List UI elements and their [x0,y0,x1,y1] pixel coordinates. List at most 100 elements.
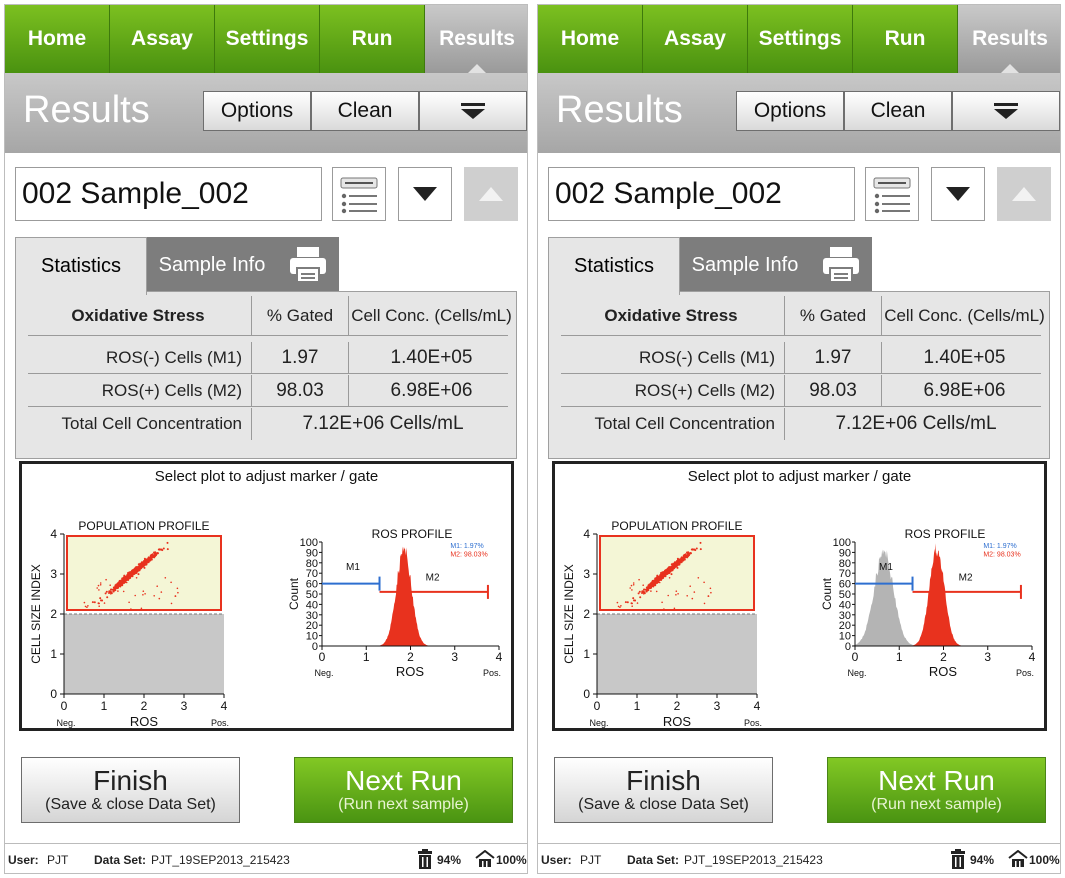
options-button[interactable]: Options [203,91,311,131]
tab-run[interactable]: Run [853,5,958,73]
cell-point [129,574,131,577]
cell-point [144,562,147,565]
print-button[interactable] [810,237,872,293]
clean-button[interactable]: Clean [311,91,419,131]
cell-point [112,588,115,591]
cell-point [697,577,700,579]
next-run-button[interactable]: Next Run (Run next sample) [827,757,1046,823]
cell-point [649,587,652,590]
population-profile-plot[interactable]: POPULATION PROFILE 0 1 2 3 4 0 1 2 3 4 CELL SIZE IN… [24,484,254,729]
cell-point [122,590,125,593]
previous-sample-button[interactable] [997,167,1051,221]
tab-sample-info[interactable]: Sample Info [680,237,810,293]
sample-list-button[interactable] [865,167,919,221]
cell-point [126,577,129,580]
row-conc: 1.40E+05 [390,346,473,368]
plot-hint: Select plot to adjust marker / gate [154,468,379,485]
finish-button[interactable]: Finish (Save & close Data Set) [554,757,773,823]
cell-point [709,587,712,590]
plot-area[interactable]: Select plot to adjust marker / gate POPU… [19,461,514,731]
tab-settings[interactable]: Settings [215,5,320,73]
next-run-sublabel: (Run next sample) [338,796,469,813]
tab-results[interactable]: Results [958,5,1060,74]
tab-home[interactable]: Home [5,5,110,73]
x-tick-label: 1 [896,650,903,664]
tab-statistics[interactable]: Statistics [15,237,147,295]
col-gated: % Gated [799,305,867,325]
x-tick-label: 3 [181,699,188,713]
next-sample-button[interactable] [931,167,985,221]
y-tick-label: 1 [50,647,57,661]
next-sample-button[interactable] [398,167,452,221]
cell-point [174,595,177,597]
y-tick-label: 10 [839,631,851,643]
tab-assay[interactable]: Assay [643,5,748,73]
cell-point [637,592,640,595]
y-tick-label: 3 [50,567,57,581]
menu-dropdown-button[interactable] [952,91,1060,131]
tab-run[interactable]: Run [320,5,425,73]
menu-dropdown-button[interactable] [419,91,527,131]
cell-point [135,577,138,579]
cell-point [629,587,631,589]
cell-point [642,584,644,586]
col-gated: % Gated [266,305,334,325]
finish-button[interactable]: Finish (Save & close Data Set) [21,757,240,823]
table-header-row: Oxidative Stress % Gated Cell Conc. (Cel… [28,296,512,336]
y-tick-label: 60 [306,579,318,591]
row-conc: 6.98E+06 [923,379,1006,401]
sample-histogram [379,546,428,646]
previous-sample-button[interactable] [464,167,518,221]
printer-icon [823,247,859,283]
cell-point [128,601,130,604]
cell-point [667,571,670,574]
cell-point [686,555,689,558]
tab-statistics[interactable]: Statistics [548,237,680,295]
row-label: ROS(-) Cells (M1) [106,347,242,367]
finish-label: Finish [626,765,701,796]
m1-label: M1 [879,562,893,573]
pos-label: Pos. [1016,668,1034,678]
x-axis-label: ROS [929,664,958,679]
cell-point [144,593,146,595]
cell-point [675,561,678,564]
cell-point [617,605,620,608]
cell-point [160,591,163,593]
cell-point [117,581,120,584]
tab-home[interactable]: Home [538,5,643,73]
sample-name-field[interactable]: 002 Sample_002 [15,167,322,221]
cell-point [654,582,656,585]
cell-point [620,605,622,607]
tab-sample-info[interactable]: Sample Info [147,237,277,293]
ros-title: ROS PROFILE [905,527,986,541]
y-tick-label: 10 [306,631,318,643]
x-tick-label: 3 [984,650,991,664]
cell-point [153,595,155,597]
print-button[interactable] [277,237,339,293]
m1-legend: M1: 1.97% [450,543,483,550]
cell-point [641,592,643,594]
tab-assay[interactable]: Assay [110,5,215,73]
cell-point [126,573,129,576]
next-run-button[interactable]: Next Run (Run next sample) [294,757,513,823]
options-button[interactable]: Options [736,91,844,131]
tab-settings[interactable]: Settings [748,5,853,73]
clean-button[interactable]: Clean [844,91,952,131]
sample-list-button[interactable] [332,167,386,221]
population-profile-plot[interactable]: POPULATION PROFILE 0 1 2 3 4 0 1 2 3 4 CELL SIZE IN… [557,484,787,729]
cell-point [652,583,655,585]
sample-name-field[interactable]: 002 Sample_002 [548,167,855,221]
y-tick-label: 80 [306,558,318,570]
neg-label: Neg. [847,668,866,678]
cell-point [99,582,102,584]
finish-sublabel: (Save & close Data Set) [45,796,216,813]
tab-results[interactable]: Results [425,5,527,74]
y-tick-label: 80 [839,558,851,570]
x-tick-label: 4 [754,699,761,713]
cell-point [119,585,122,588]
cell-point [646,589,649,592]
plot-area[interactable]: Select plot to adjust marker / gate POPU… [552,461,1047,731]
main-nav: Home Assay Settings Run Results [538,5,1060,74]
